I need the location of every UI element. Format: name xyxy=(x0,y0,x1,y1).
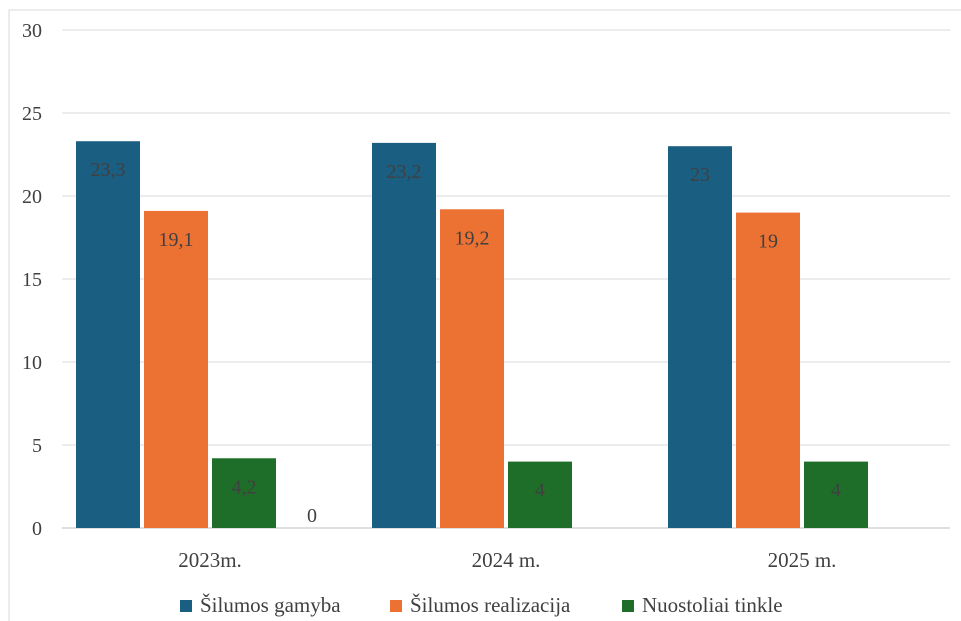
data-label-1-3: 23 xyxy=(690,164,710,186)
bar-3-2 xyxy=(508,461,572,528)
bar-1-3 xyxy=(668,146,732,528)
data-label-2-3: 19 xyxy=(758,231,778,253)
bar-3-3 xyxy=(804,461,868,528)
category-label-2: 2024 m. xyxy=(472,548,541,572)
data-label-3-2: 4 xyxy=(535,480,545,502)
data-label-3-3: 4 xyxy=(831,480,841,502)
bar-2-3 xyxy=(736,212,800,528)
data-label-2-2: 19,2 xyxy=(455,227,490,249)
legend-label-3: Nuostoliai tinkle xyxy=(642,593,783,617)
legend-label-2: Šilumos realizacija xyxy=(410,593,571,617)
data-label-1-2: 23,2 xyxy=(387,161,422,183)
data-label-2-1: 19,1 xyxy=(159,229,194,251)
bar-1-1 xyxy=(76,141,140,528)
data-label-4-1: 0 xyxy=(307,505,317,527)
bar-3-1 xyxy=(212,458,276,528)
category-label-3: 2025 m. xyxy=(768,548,837,572)
y-tick-label-30: 30 xyxy=(22,20,42,42)
y-tick-label-0: 0 xyxy=(32,518,42,540)
legend-swatch-2 xyxy=(390,600,402,612)
bar-2-1 xyxy=(144,210,208,528)
category-label-1: 2023m. xyxy=(178,548,242,572)
y-tick-label-5: 5 xyxy=(32,435,42,457)
y-tick-label-20: 20 xyxy=(22,186,42,208)
bar-2-2 xyxy=(440,209,504,528)
bar-1-2 xyxy=(372,142,436,528)
y-tick-label-10: 10 xyxy=(22,352,42,374)
y-tick-label-25: 25 xyxy=(22,103,42,125)
y-tick-label-15: 15 xyxy=(22,269,42,291)
legend-swatch-1 xyxy=(180,600,192,612)
data-label-3-1: 4,2 xyxy=(232,476,257,498)
legend-label-1: Šilumos gamyba xyxy=(200,593,341,617)
legend-swatch-3 xyxy=(622,600,634,612)
data-label-1-1: 23,3 xyxy=(91,159,126,181)
